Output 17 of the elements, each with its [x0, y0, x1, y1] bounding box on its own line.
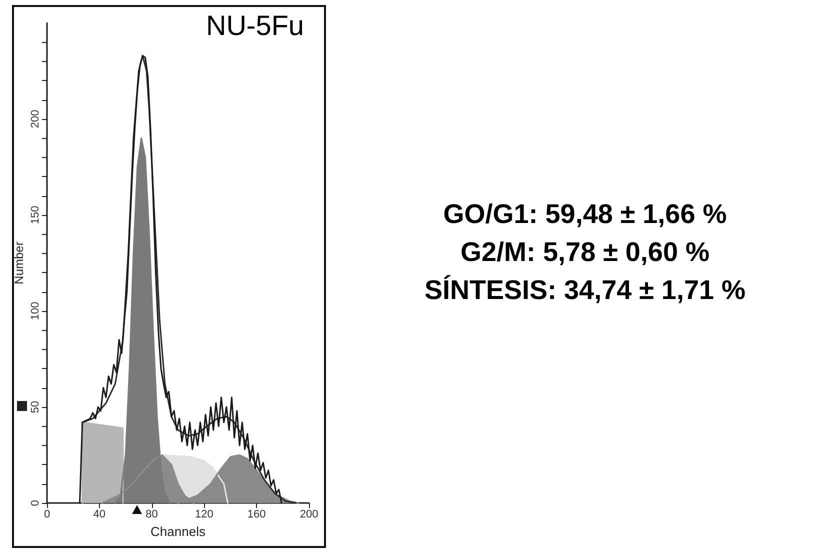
x-tick-label: 40	[93, 508, 106, 520]
x-tick-label: 200	[300, 508, 318, 520]
x-tick-label: 80	[146, 508, 158, 520]
text: GO/G1: 59,48 ± 1,66 %	[442, 198, 728, 231]
text: G2/M: 5,78 ± 0,60 %	[460, 236, 710, 269]
y-tick-label: 150	[30, 206, 42, 224]
x-tick-label: 0	[44, 508, 50, 520]
annotation: NU-5Fu	[206, 10, 304, 42]
x-axis-title: Channels	[150, 524, 206, 539]
y-tick-label: 200	[30, 110, 42, 128]
text: SÍNTESIS: 34,74 ± 1,71 %	[424, 274, 746, 307]
x-tick-label: 120	[195, 508, 214, 520]
x-tick-label: 160	[247, 508, 266, 520]
y-tick-label: 100	[30, 302, 42, 320]
y-tick-label: 0	[30, 500, 42, 506]
y-axis-title: Number	[12, 242, 26, 284]
y-tick-label: 50	[30, 400, 42, 414]
